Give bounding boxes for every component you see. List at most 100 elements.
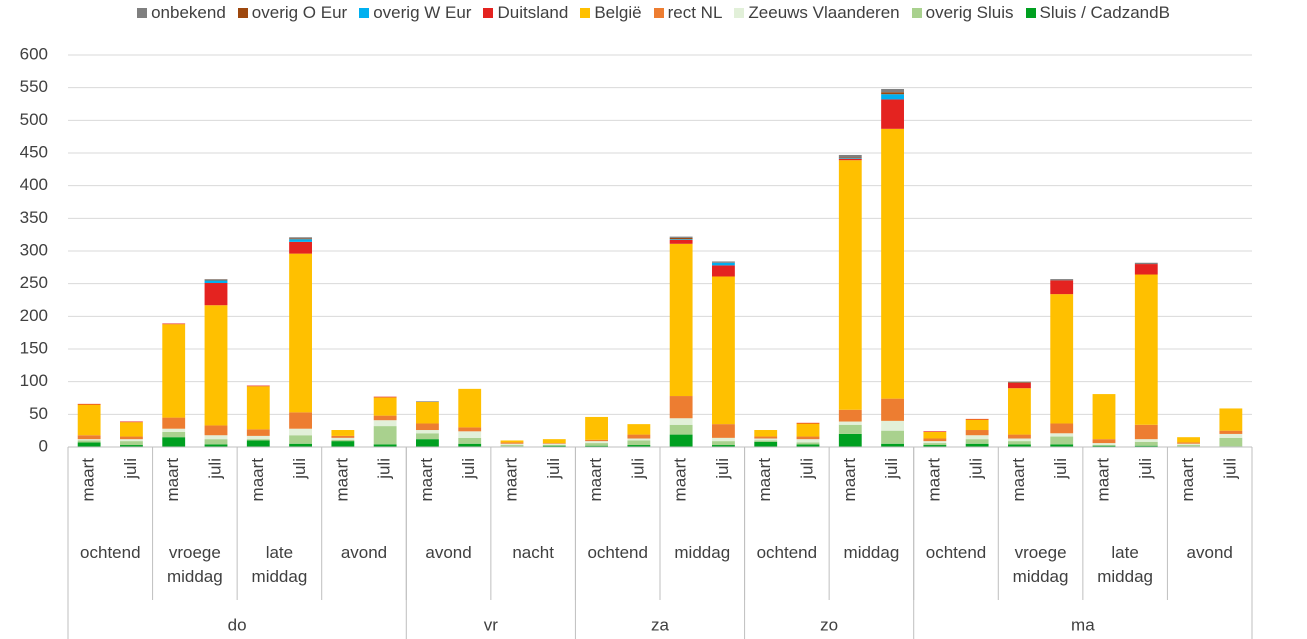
- bar-segment: [585, 441, 608, 444]
- period-label: avond: [1186, 543, 1233, 562]
- bar-segment: [881, 128, 904, 399]
- bar-segment: [204, 279, 228, 281]
- bar-segment: [162, 417, 186, 429]
- bar-segment: [669, 236, 693, 238]
- legend-swatch: [734, 8, 745, 18]
- bar-segment: [204, 439, 228, 445]
- bar-segment: [289, 253, 312, 413]
- bar-segment: [1092, 394, 1116, 440]
- bar-segment: [965, 435, 989, 440]
- x-tick-label: maart: [79, 458, 98, 502]
- bar-segment: [246, 439, 270, 441]
- bar-segment: [754, 440, 778, 442]
- legend-swatch: [237, 8, 248, 18]
- bar-segment: [1177, 437, 1200, 443]
- bar-segment: [1177, 445, 1200, 447]
- y-tick-label: 450: [20, 142, 48, 161]
- bar-segment: [669, 243, 693, 397]
- bar-segment: [373, 397, 397, 416]
- bar-segment: [881, 398, 904, 421]
- legend-label: rect NL: [667, 3, 723, 22]
- period-label: vroege middag: [166, 543, 223, 586]
- legend-item: Duitsland: [483, 3, 568, 23]
- bar-segment: [1134, 445, 1158, 447]
- bar-segment: [458, 431, 482, 438]
- bar-segment: [669, 434, 693, 447]
- x-tick-label: maart: [501, 458, 520, 502]
- x-tick-label: maart: [417, 458, 436, 502]
- period-label: ochtend: [756, 543, 818, 562]
- bar-segment: [373, 420, 397, 427]
- bar-segment: [838, 424, 862, 434]
- legend-swatch: [911, 8, 922, 18]
- x-tick-label: maart: [755, 458, 774, 502]
- bar-segment: [838, 433, 862, 447]
- bar-segment: [1008, 444, 1031, 447]
- bar-segment: [289, 239, 312, 242]
- bar-segment: [77, 403, 101, 405]
- bar-segment: [965, 430, 989, 436]
- bar-segment: [77, 404, 101, 436]
- bar-segment: [416, 433, 439, 440]
- period-label: avond: [425, 543, 472, 562]
- legend-label: overig O Eur: [251, 3, 348, 22]
- bar-segment: [923, 438, 947, 442]
- bar-segment: [500, 445, 524, 447]
- bar-segment: [712, 276, 735, 425]
- bar-segment: [923, 431, 947, 432]
- legend-item: overig O Eur: [237, 3, 348, 23]
- bar-segment: [162, 323, 186, 325]
- bar-segment: [585, 443, 608, 446]
- bar-segment: [627, 438, 651, 441]
- bar-segment: [1219, 437, 1243, 447]
- legend-swatch: [653, 8, 664, 18]
- bar-segment: [77, 435, 101, 440]
- bar-segment: [120, 445, 143, 447]
- period-label: vroege middag: [1012, 543, 1069, 586]
- bar-segment: [796, 439, 820, 443]
- bar-segment: [923, 443, 947, 446]
- bar-segment: [1177, 443, 1200, 446]
- legend-swatch: [580, 8, 591, 18]
- bar-segment: [204, 280, 228, 284]
- bar-segment: [416, 439, 439, 447]
- x-tick-label: maart: [163, 458, 182, 502]
- bar-segment: [246, 386, 270, 430]
- bar-segment: [838, 158, 862, 161]
- bar-segment: [120, 441, 143, 446]
- bar-segment: [1219, 408, 1243, 431]
- period-label: late middag: [251, 543, 308, 586]
- bar-segment: [838, 154, 862, 158]
- bar-segment: [1008, 382, 1031, 389]
- group-label: do: [228, 615, 247, 634]
- y-tick-label: 400: [20, 175, 48, 194]
- x-tick-label: juli: [797, 458, 816, 480]
- y-tick-label: 50: [29, 404, 48, 423]
- bar-segment: [881, 94, 904, 100]
- bar-segment: [458, 437, 482, 444]
- bar-segment: [77, 442, 101, 447]
- bar-segment: [458, 443, 482, 447]
- bar-segment: [289, 435, 312, 444]
- bar-segment: [500, 443, 524, 446]
- bar-segment: [416, 423, 439, 431]
- bar-segment: [669, 239, 693, 240]
- legend-swatch: [1025, 8, 1036, 18]
- y-tick-label: 100: [20, 371, 48, 390]
- bar-segment: [246, 385, 270, 387]
- bar-segment: [754, 436, 778, 439]
- bar-segment: [881, 99, 904, 129]
- legend-label: Zeeuws Vlaanderen: [748, 3, 900, 22]
- bar-segment: [1177, 442, 1200, 444]
- legend-item: rect NL: [653, 3, 723, 23]
- legend-item: Sluis / CadzandB: [1025, 3, 1170, 23]
- bar-segment: [289, 238, 312, 240]
- bar-segment: [965, 443, 989, 447]
- bar-segment: [120, 422, 143, 437]
- bar-segment: [246, 440, 270, 447]
- bar-segment: [120, 436, 143, 440]
- group-label: vr: [484, 615, 499, 634]
- period-label: ochtend: [587, 543, 648, 562]
- bar-segment: [416, 401, 439, 424]
